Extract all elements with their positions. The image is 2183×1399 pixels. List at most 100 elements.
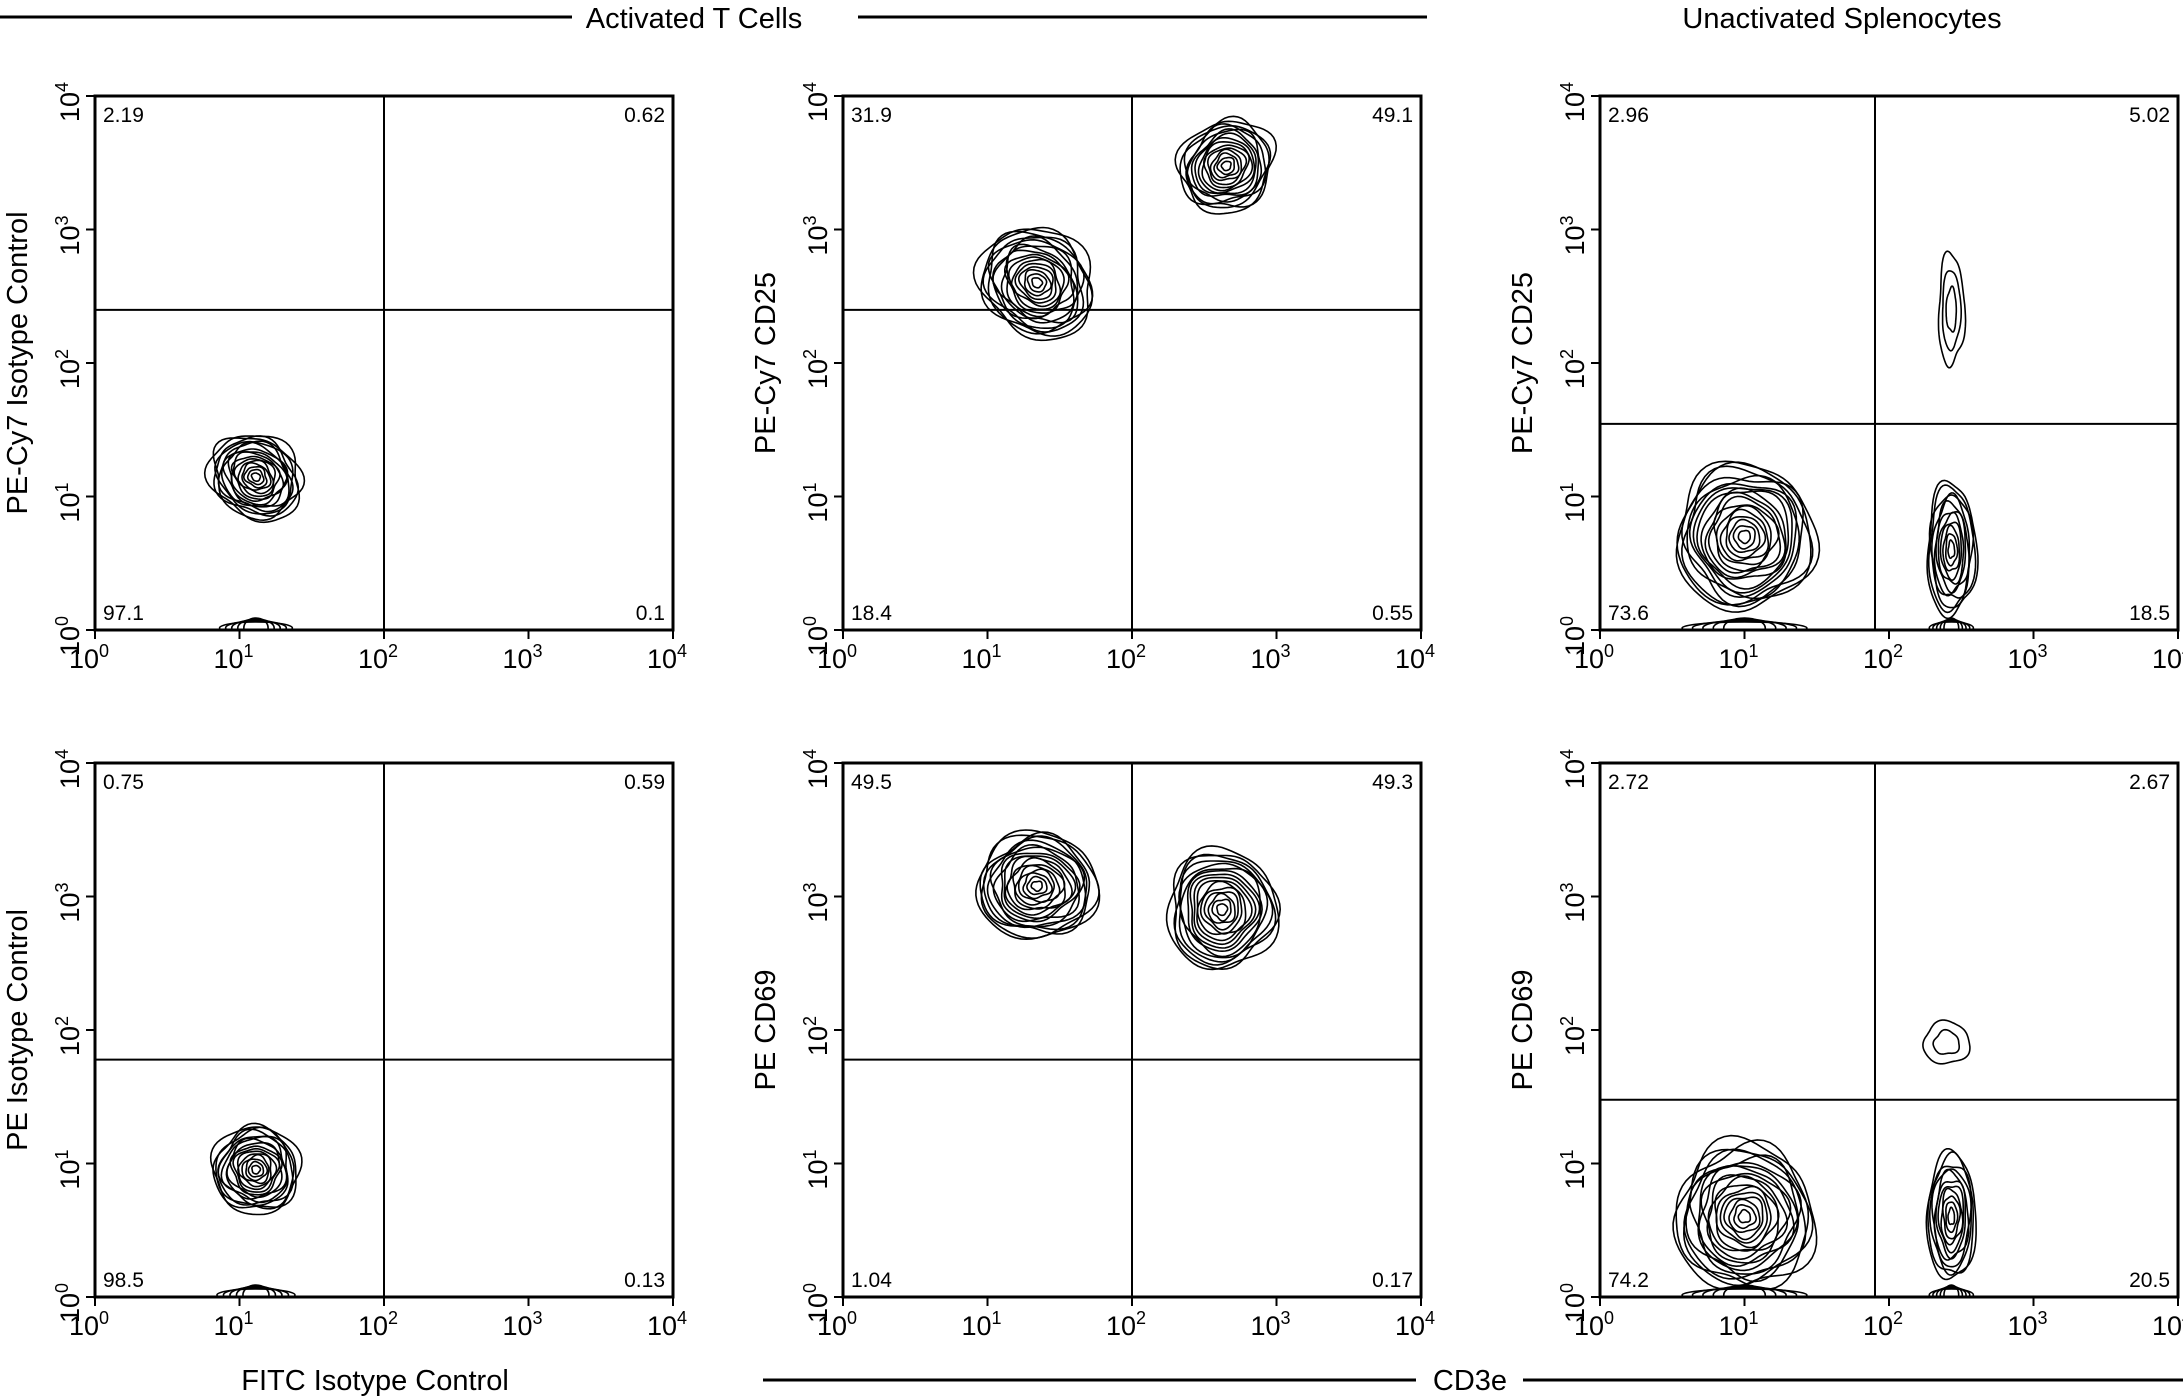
y-tick-label: 103 <box>800 215 833 255</box>
contour-line <box>229 1145 283 1196</box>
contour-line <box>1186 869 1263 953</box>
contour-line <box>1685 1154 1800 1283</box>
contour-line <box>212 1122 297 1209</box>
x-tick-label: 101 <box>1718 641 1758 674</box>
header-activated-label: Activated T Cells <box>586 3 803 35</box>
contour-line <box>1202 144 1251 189</box>
contour-line <box>1018 266 1054 301</box>
x-tick-label: 104 <box>2152 1308 2183 1341</box>
contour-line <box>1704 491 1787 579</box>
contour-line <box>1010 258 1062 308</box>
quadrant-upper-right: 0.62 <box>624 104 665 127</box>
quadrant-upper-right: 0.59 <box>624 771 665 794</box>
quadrant-upper-left: 2.72 <box>1608 771 1649 794</box>
contour-line <box>1940 1187 1964 1246</box>
contour-line <box>982 835 1088 931</box>
x-tick-label: 103 <box>1250 641 1290 674</box>
x-tick-label: 103 <box>2007 641 2047 674</box>
quadrant-lower-left: 97.1 <box>103 602 144 625</box>
contour-line <box>1943 1284 1960 1297</box>
y-tick-label: 101 <box>800 482 833 522</box>
contour-line <box>1004 253 1070 314</box>
contour-line <box>1688 1161 1802 1275</box>
x-tick-label: 102 <box>1106 1308 1146 1341</box>
contour-line <box>1179 115 1270 208</box>
y-axis-label: PE CD69 <box>750 970 782 1091</box>
contour-line <box>1733 1203 1758 1230</box>
y-tick-label: 100 <box>1557 616 1590 656</box>
contour-line <box>1675 460 1821 613</box>
contour-group <box>972 115 1278 342</box>
contour-line <box>1014 864 1061 906</box>
contour-line <box>1931 1168 1972 1268</box>
contour-line <box>241 1153 270 1185</box>
x-tick-label: 104 <box>647 1308 687 1341</box>
y-axis-label: PE-Cy7 CD25 <box>750 272 782 454</box>
contour-line <box>1022 872 1053 900</box>
contour-line <box>1939 1285 1964 1297</box>
contour-line <box>979 831 1091 935</box>
contour-line <box>1026 875 1048 896</box>
contour-line <box>1943 617 1960 630</box>
y-tick-label: 103 <box>52 882 85 922</box>
contour-group <box>203 435 306 630</box>
x-tick-label: 100 <box>69 641 109 674</box>
contour-line <box>1201 140 1254 192</box>
contour-line <box>1700 487 1787 580</box>
contour-line <box>1675 1139 1810 1291</box>
figure-header: Activated T Cells Unactivated Splenocyte… <box>0 3 2002 35</box>
contour-line <box>243 617 269 630</box>
x-tick-label: 102 <box>1106 641 1146 674</box>
contour-line <box>1003 855 1077 920</box>
y-tick-label: 104 <box>52 82 85 122</box>
contour-line <box>1012 863 1066 910</box>
contour-line <box>1932 1028 1960 1055</box>
contour-line <box>1942 524 1961 572</box>
contour-line <box>237 459 275 495</box>
contour-group <box>975 829 1282 971</box>
y-tick-label: 101 <box>1557 1149 1590 1189</box>
contour-line <box>236 618 275 630</box>
quadrant-lower-left: 98.5 <box>103 1269 144 1292</box>
contour-line <box>216 1288 296 1297</box>
contour-line <box>1000 852 1081 923</box>
contour-line <box>1681 1288 1808 1297</box>
x-tick-label: 102 <box>1863 641 1903 674</box>
contour-line <box>1941 1195 1962 1240</box>
quadrant-upper-right: 49.3 <box>1372 771 1413 794</box>
contour-line <box>1698 1164 1795 1268</box>
contour-line <box>1945 285 1958 333</box>
y-tick-label: 102 <box>800 1016 833 1056</box>
contour-line <box>1688 482 1798 599</box>
footer-fitc-label: FITC Isotype Control <box>241 1365 509 1397</box>
quadrant-lower-left: 18.4 <box>851 602 892 625</box>
contour-line <box>1697 1165 1799 1272</box>
contour-line <box>1209 148 1243 182</box>
contour-line <box>1683 1148 1807 1280</box>
header-unactivated-label: Unactivated Splenocytes <box>1682 3 2001 35</box>
contour-line <box>235 1285 277 1297</box>
x-tick-label: 102 <box>358 1308 398 1341</box>
contour-line <box>1211 898 1232 922</box>
contour-line <box>1031 277 1044 289</box>
contour-line <box>1179 867 1262 958</box>
x-tick-label: 102 <box>358 641 398 674</box>
x-tick-label: 101 <box>1718 1308 1758 1341</box>
contour-line <box>229 1286 283 1297</box>
x-tick-label: 101 <box>213 1308 253 1341</box>
quadrant-lower-left: 1.04 <box>851 1269 892 1292</box>
contour-line <box>213 435 300 517</box>
contour-line <box>1932 1287 1971 1297</box>
y-tick-label: 104 <box>52 749 85 789</box>
y-tick-label: 103 <box>1557 215 1590 255</box>
y-tick-label: 101 <box>800 1149 833 1189</box>
contour-line <box>1927 1151 1974 1274</box>
contour-line <box>245 1158 269 1182</box>
quadrant-upper-right: 5.02 <box>2129 104 2170 127</box>
contour-line <box>241 462 272 491</box>
quadrant-lower-right: 18.5 <box>2129 602 2170 625</box>
contour-line <box>242 466 268 489</box>
